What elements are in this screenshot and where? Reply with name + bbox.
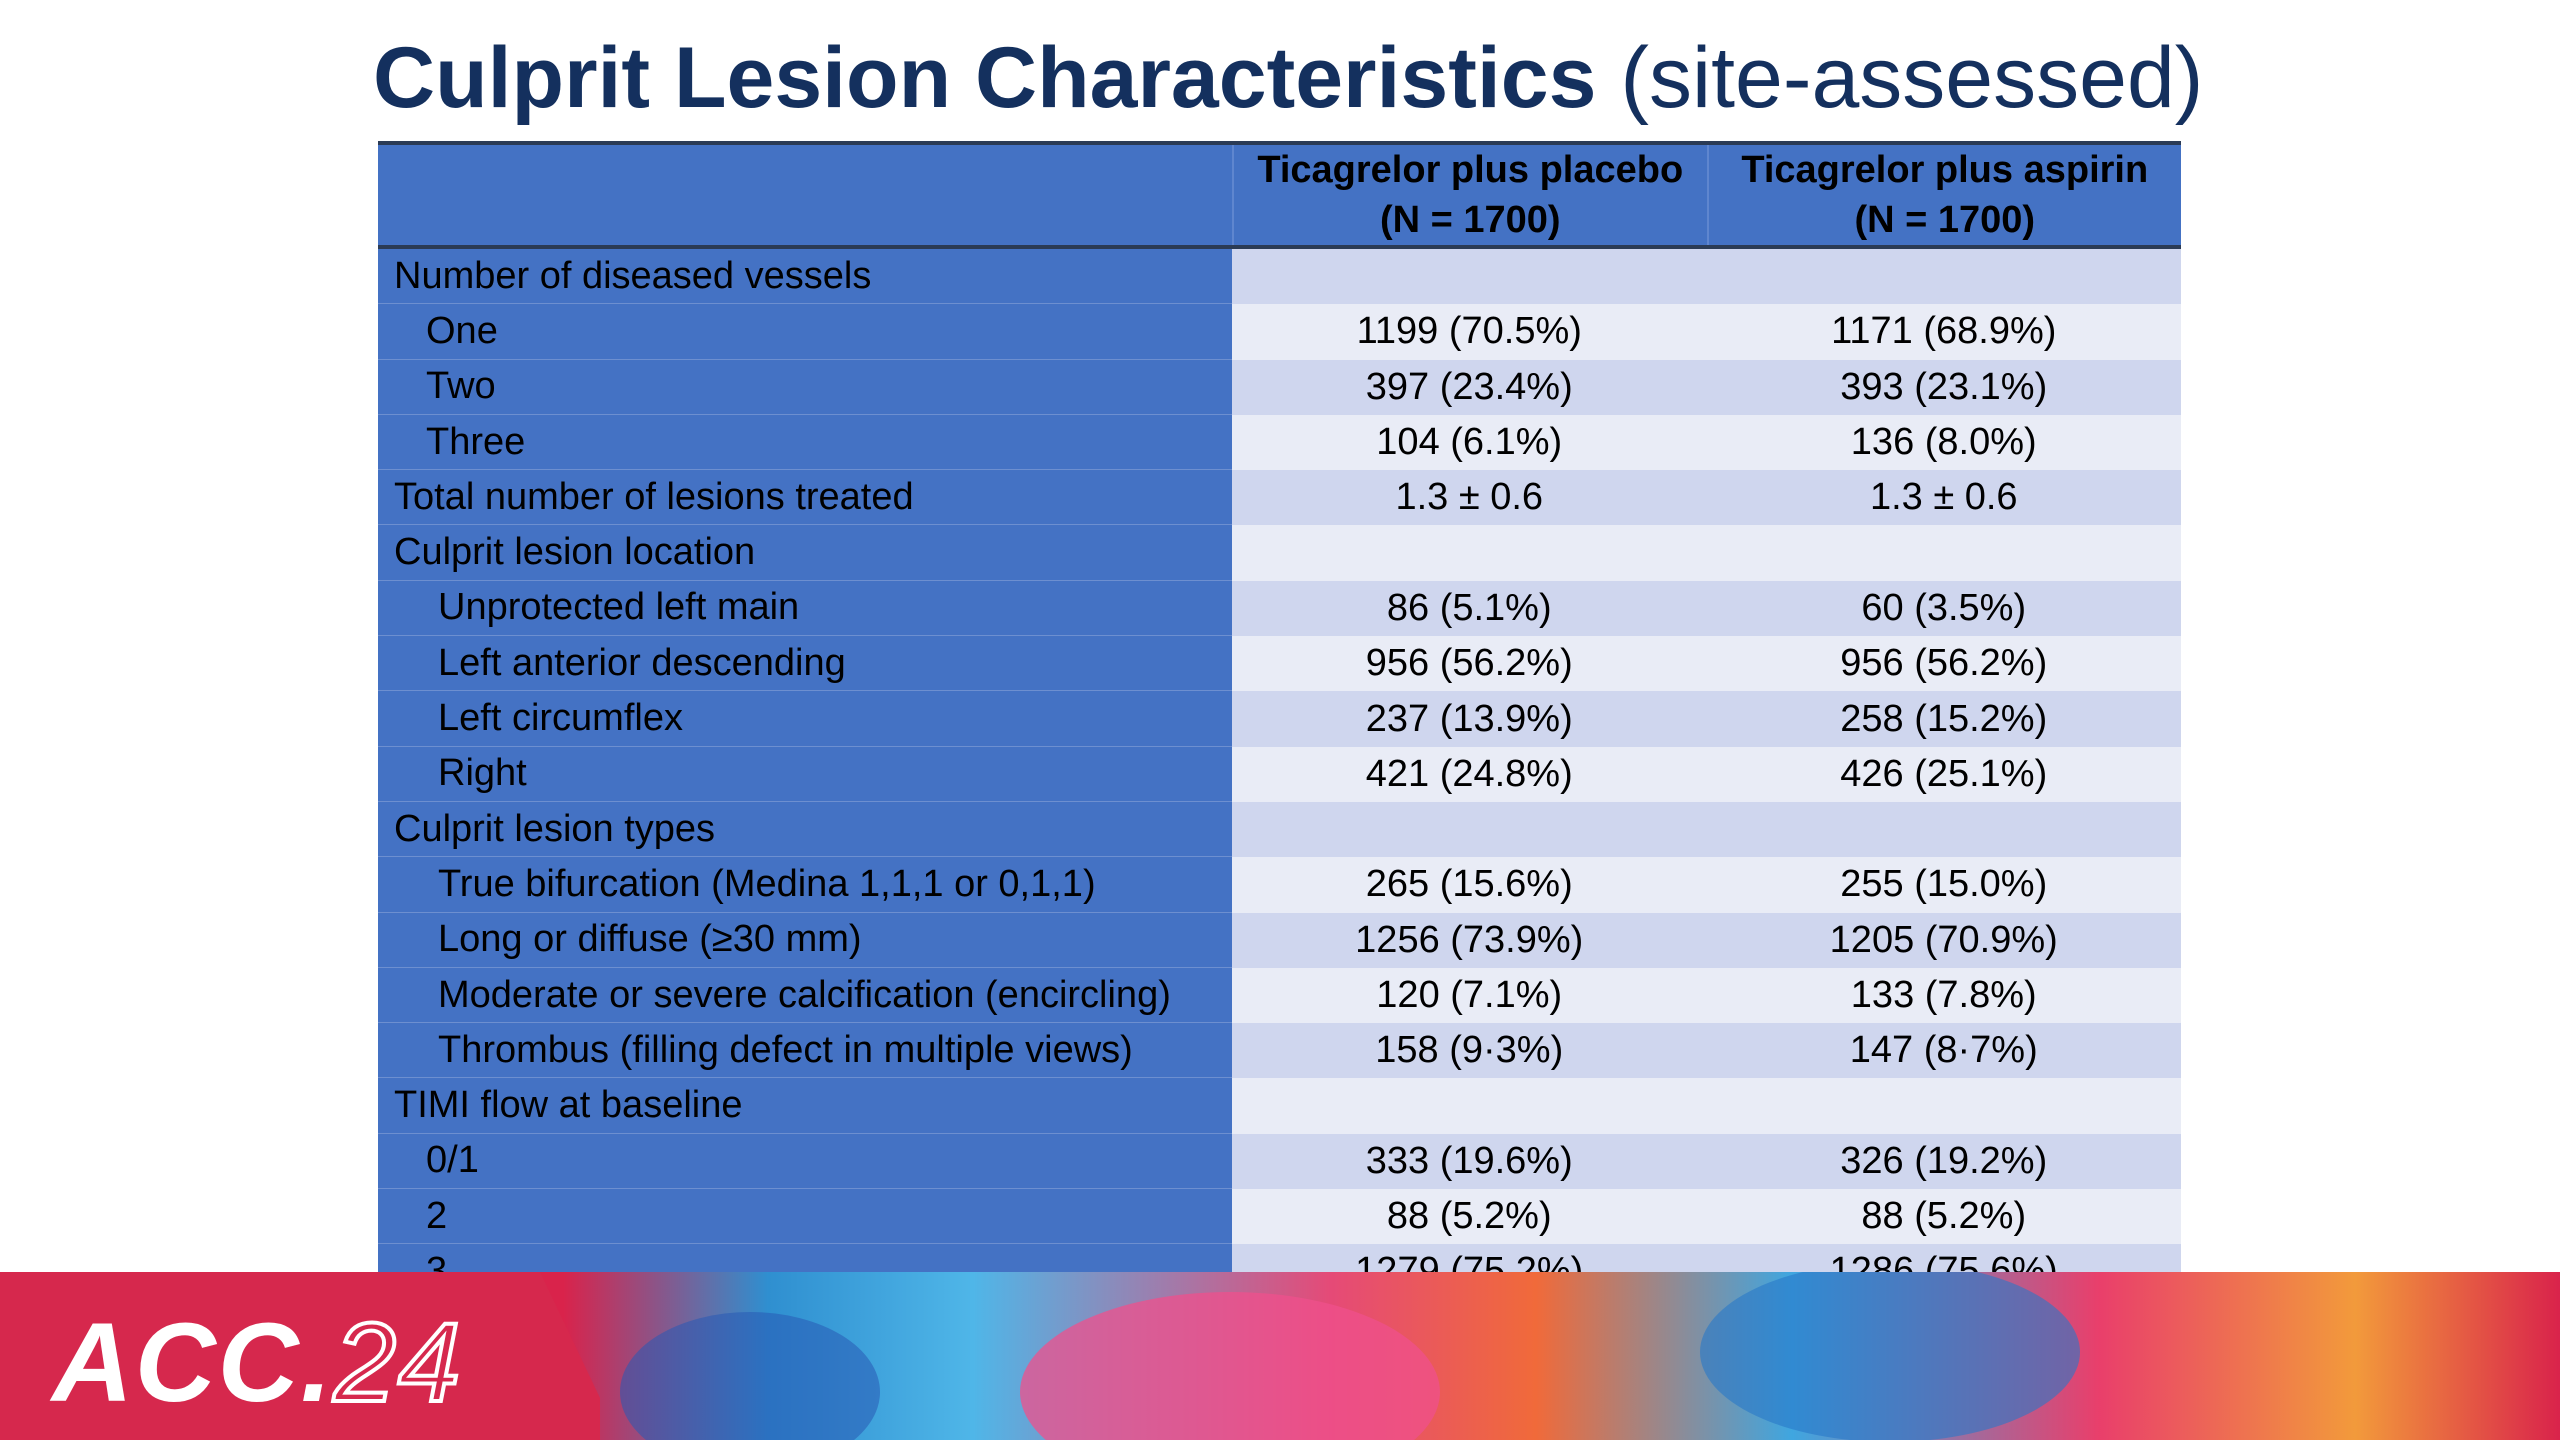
row-label: Unprotected left main [378,580,1232,637]
aspirin-value: 136 (8.0%) [1706,414,2181,471]
footer-decoration [1020,1292,1440,1440]
slide-title-sub: (site-assessed) [1620,30,2204,126]
row-label: 2 [378,1189,1232,1245]
row-label: Three [378,414,1232,471]
header-placebo-name: Ticagrelor plus placebo [1257,149,1684,191]
aspirin-value [1706,249,2181,305]
table-row: Two 397 (23.4%) 393 (23.1%) [378,359,2181,415]
row-label: Left circumflex [378,691,1232,747]
table-row: Culprit lesion location [378,525,2181,581]
row-label: Moderate or severe calcification (encirc… [378,967,1232,1024]
table-row: Number of diseased vessels [378,249,2181,305]
footer-decoration [1700,1272,2080,1440]
footer-logo-panel [0,1272,600,1440]
placebo-value: 237 (13.9%) [1232,691,1707,747]
aspirin-value: 147 (8·7%) [1706,1023,2181,1079]
row-label: Right [378,746,1232,802]
placebo-value: 956 (56.2%) [1232,636,1707,692]
header-placebo-n: (N = 1700) [1379,199,1561,241]
table-row: Three 104 (6.1%) 136 (8.0%) [378,414,2181,471]
table-row: Long or diffuse (≥30 mm) 1256 (73.9%) 12… [378,912,2181,968]
row-label: Total number of lesions treated [378,470,1232,526]
row-label: TIMI flow at baseline [378,1078,1232,1134]
aspirin-value: 1205 (70.9%) [1706,912,2181,968]
placebo-value [1232,249,1707,305]
table-row: Left circumflex 237 (13.9%) 258 (15.2%) [378,691,2181,747]
row-label: True bifurcation (Medina 1,1,1 or 0,1,1) [378,857,1232,913]
header-aspirin: Ticagrelor plus aspirin (N = 1700) [1706,145,2181,245]
aspirin-value: 1.3 ± 0.6 [1706,470,2181,526]
table-row: True bifurcation (Medina 1,1,1 or 0,1,1)… [378,857,2181,913]
aspirin-value: 60 (3.5%) [1706,580,2181,637]
footer-banner [0,1272,2560,1440]
placebo-value: 1.3 ± 0.6 [1232,470,1707,526]
aspirin-value: 255 (15.0%) [1706,857,2181,913]
placebo-value [1232,801,1707,858]
table-row: 0/1 333 (19.6%) 326 (19.2%) [378,1133,2181,1190]
aspirin-value: 258 (15.2%) [1706,691,2181,747]
slide-title: Culprit Lesion Characteristics (site-ass… [373,28,2203,128]
row-label: 0/1 [378,1133,1232,1190]
aspirin-value: 426 (25.1%) [1706,746,2181,802]
placebo-value: 397 (23.4%) [1232,359,1707,415]
placebo-value: 333 (19.6%) [1232,1133,1707,1190]
aspirin-value [1706,1078,2181,1134]
header-placebo: Ticagrelor plus placebo (N = 1700) [1232,145,1707,245]
aspirin-value: 1171 (68.9%) [1706,304,2181,360]
aspirin-value: 133 (7.8%) [1706,967,2181,1024]
placebo-value: 1256 (73.9%) [1232,912,1707,968]
slide-title-main: Culprit Lesion Characteristics [373,30,1597,126]
aspirin-value: 326 (19.2%) [1706,1133,2181,1190]
row-label: Long or diffuse (≥30 mm) [378,912,1232,968]
placebo-value [1232,1078,1707,1134]
table-row: Total number of lesions treated 1.3 ± 0.… [378,470,2181,526]
table-row: Moderate or severe calcification (encirc… [378,967,2181,1024]
row-label: Culprit lesion location [378,525,1232,581]
header-empty-cell [378,145,1232,245]
row-label: Number of diseased vessels [378,249,1232,305]
table-row: Unprotected left main 86 (5.1%) 60 (3.5%… [378,580,2181,637]
logo-text: ACC. [52,1300,334,1425]
table-row: Right 421 (24.8%) 426 (25.1%) [378,746,2181,802]
table-row: Culprit lesion types [378,801,2181,858]
row-label: One [378,304,1232,360]
table-header-row: Ticagrelor plus placebo (N = 1700) Ticag… [378,145,2181,249]
lesion-characteristics-table: Ticagrelor plus placebo (N = 1700) Ticag… [378,141,2181,1304]
aspirin-value [1706,525,2181,581]
table-row: Thrombus (filling defect in multiple vie… [378,1023,2181,1079]
placebo-value: 104 (6.1%) [1232,414,1707,471]
table-row: Left anterior descending 956 (56.2%) 956… [378,636,2181,692]
placebo-value: 1199 (70.5%) [1232,304,1707,360]
aspirin-value: 88 (5.2%) [1706,1189,2181,1245]
row-label: Two [378,359,1232,415]
placebo-value: 158 (9·3%) [1232,1023,1707,1079]
aspirin-value [1706,801,2181,858]
header-aspirin-name: Ticagrelor plus aspirin [1741,149,2149,191]
footer-decoration [620,1312,880,1440]
table-row: TIMI flow at baseline [378,1078,2181,1134]
table-row: 2 88 (5.2%) 88 (5.2%) [378,1189,2181,1245]
placebo-value: 86 (5.1%) [1232,580,1707,637]
placebo-value [1232,525,1707,581]
acc24-logo: ACC.24 [52,1298,462,1427]
aspirin-value: 956 (56.2%) [1706,636,2181,692]
placebo-value: 88 (5.2%) [1232,1189,1707,1245]
row-label: Thrombus (filling defect in multiple vie… [378,1023,1232,1079]
row-label: Culprit lesion types [378,801,1232,858]
aspirin-value: 393 (23.1%) [1706,359,2181,415]
logo-number: 24 [332,1298,463,1427]
placebo-value: 421 (24.8%) [1232,746,1707,802]
row-label: Left anterior descending [378,636,1232,692]
header-aspirin-n: (N = 1700) [1854,199,2036,241]
table-row: One 1199 (70.5%) 1171 (68.9%) [378,304,2181,360]
placebo-value: 265 (15.6%) [1232,857,1707,913]
placebo-value: 120 (7.1%) [1232,967,1707,1024]
